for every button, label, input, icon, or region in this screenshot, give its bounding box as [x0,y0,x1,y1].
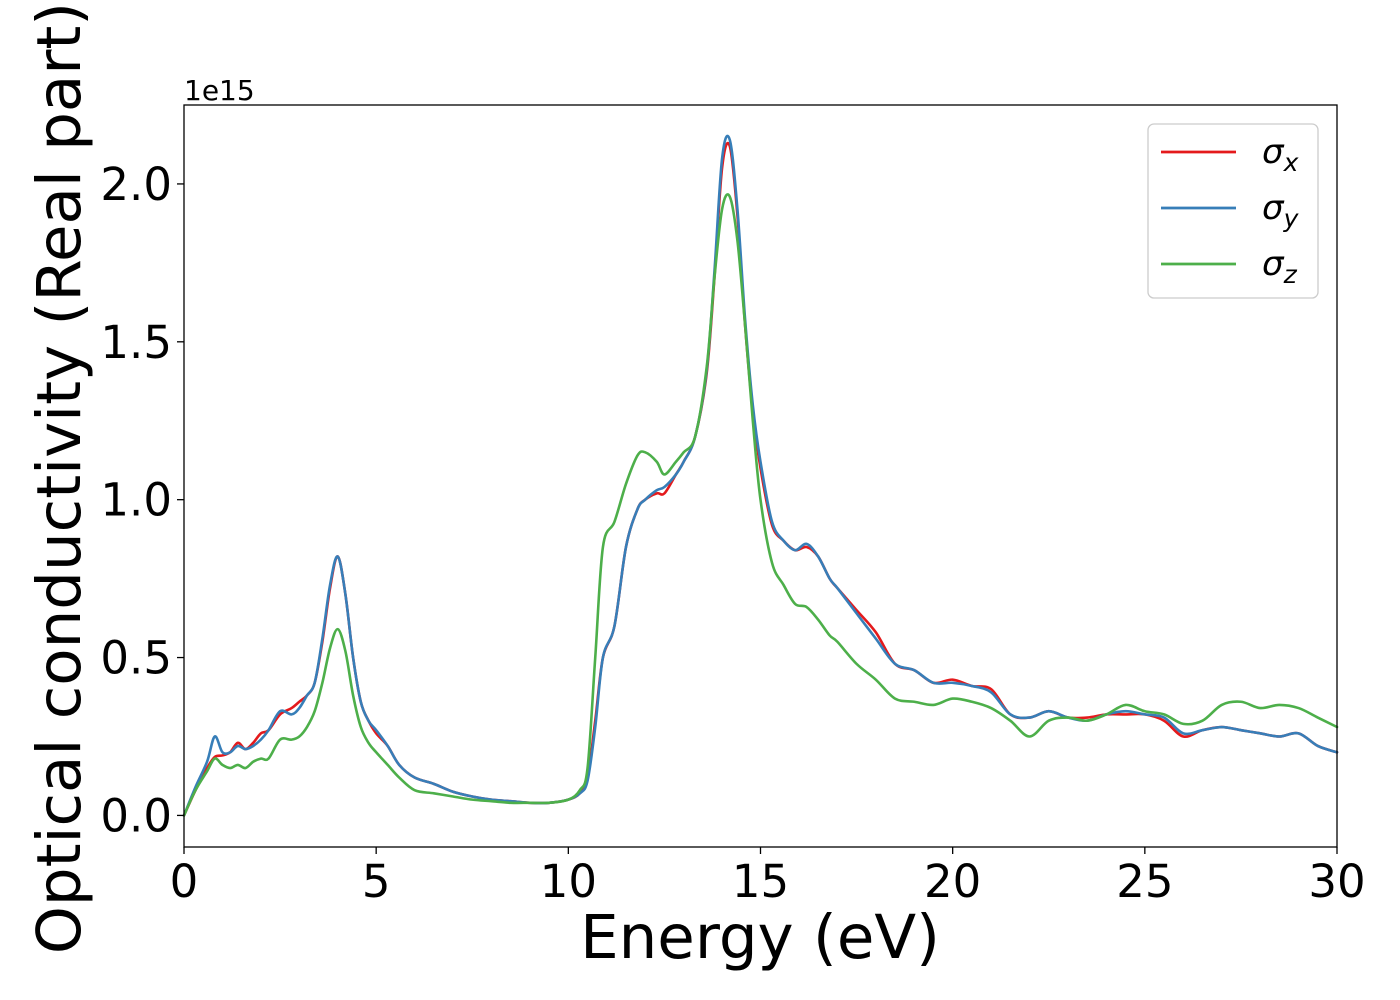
legend-frame [1147,123,1319,299]
plot-area [184,105,1337,847]
y-tick-label: 1.5 [100,316,172,369]
axis-ticks: 0 5 10 15 20 25 30 0.0 0.5 1.0 1.5 2.0 [100,158,1365,908]
y-tick-label: 0.0 [100,789,172,842]
legend: σx σy σz [1147,123,1319,299]
y-tick-label: 2.0 [100,158,172,211]
x-axis-title: Energy (eV) [580,902,940,973]
legend-entries: σx σy σz [1161,132,1300,289]
series-line-y [182,134,1339,817]
plot-frame [183,104,1338,848]
x-tick-label: 0 [170,855,199,908]
legend-label-y: σy [1262,188,1300,233]
series-lines [182,134,1339,817]
y-axis-title: Optical conductivity (Real part) [24,2,95,954]
y-offset-text: 1e15 [184,74,255,107]
x-tick-label: 15 [732,855,789,908]
x-tick-label: 30 [1308,855,1365,908]
x-tick-label: 5 [362,855,391,908]
legend-label-z: σz [1262,244,1298,289]
y-tick-label: 1.0 [100,474,172,527]
legend-label-x: σx [1262,132,1299,177]
series-line-z [182,193,1339,817]
y-tick-label: 0.5 [100,632,172,685]
x-tick-label: 20 [924,855,981,908]
x-tick-label: 25 [1116,855,1173,908]
x-tick-label: 10 [540,855,597,908]
